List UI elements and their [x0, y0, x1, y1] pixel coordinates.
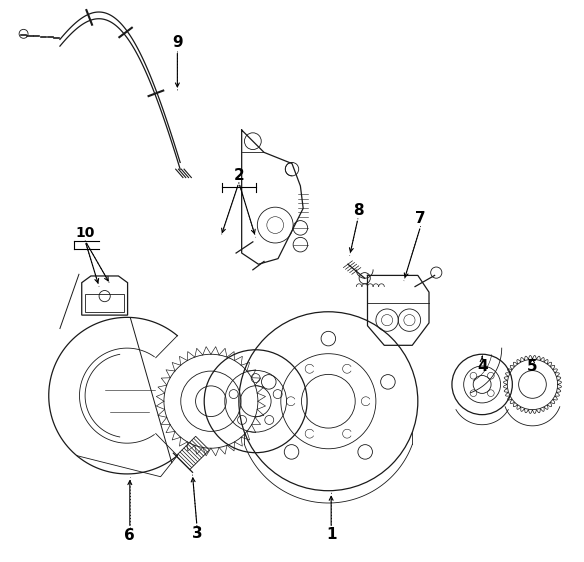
Text: 3: 3 [192, 526, 202, 541]
Text: 9: 9 [172, 35, 183, 50]
Text: 5: 5 [527, 359, 538, 374]
Text: 1: 1 [326, 527, 336, 542]
Bar [85, 294, 124, 312]
Text: 4: 4 [477, 359, 488, 374]
Text: 2: 2 [234, 169, 244, 183]
Text: 8: 8 [353, 203, 363, 218]
Text: 10: 10 [75, 226, 95, 241]
Text: 6: 6 [124, 528, 135, 543]
Text: 7: 7 [415, 211, 426, 226]
